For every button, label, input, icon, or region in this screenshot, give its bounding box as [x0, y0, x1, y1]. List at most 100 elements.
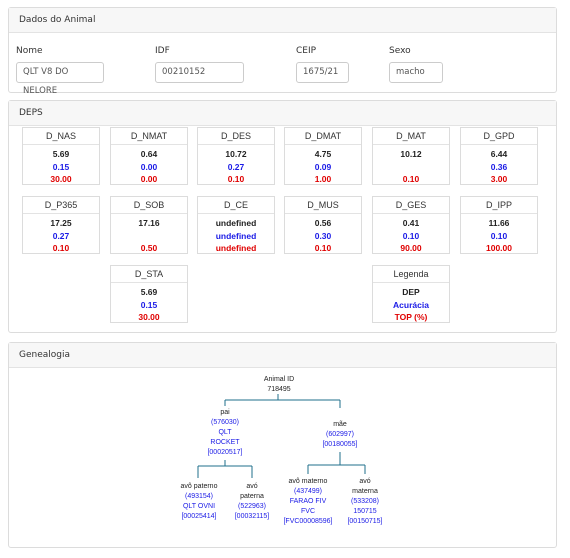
deps-header: DEPS	[9, 101, 556, 126]
legend-dep: DEP	[402, 287, 420, 297]
dep-top: 0.50	[140, 243, 158, 253]
dam-code[interactable]: [00180055]	[322, 441, 358, 448]
animal-id-value: 718495	[267, 386, 291, 393]
legend-top: TOP (%)	[394, 312, 428, 322]
paternal-granddam-label2: paterna	[240, 493, 264, 500]
maternal-grandsire-id[interactable]: (437499)	[293, 488, 323, 495]
dep-box-ce: D_CE undefined undefined undefined	[197, 196, 275, 254]
paternal-granddam-id[interactable]: (522963)	[237, 503, 267, 510]
dep-box-p365: D_P365 17.25 0.27 0.10	[22, 196, 100, 254]
dep-value: 5.69	[52, 149, 70, 159]
ceip-label: CEIP	[296, 46, 317, 56]
dep-top: 0.10	[52, 243, 70, 253]
dep-top: 0.10	[314, 243, 332, 253]
dep-value: 10.12	[400, 149, 422, 159]
dep-box-sta: D_STA 5.69 0.15 30.00	[110, 265, 188, 323]
pedigree-animal: Animal ID 718495	[240, 375, 318, 395]
dep-top: 30.00	[50, 174, 72, 184]
sexo-label: Sexo	[389, 46, 411, 56]
dep-value: 0.64	[140, 149, 158, 159]
maternal-grandsire-label: avô materno	[288, 478, 328, 485]
dep-title: D_STA	[111, 266, 187, 283]
dep-title: D_DMAT	[285, 128, 361, 145]
nome-field[interactable]: QLT V8 DO NELORE	[16, 62, 104, 96]
dep-box-gpd: D_GPD 6.44 0.36 3.00	[460, 127, 538, 185]
dep-value: 6.44	[490, 149, 508, 159]
pedigree-dam[interactable]: mãe (602997) [00180055]	[305, 420, 375, 450]
dep-accuracy: 0.27	[227, 161, 245, 172]
dep-accuracy: 0.36	[490, 161, 508, 172]
pedigree-sire[interactable]: pai (576030) QLT ROCKET [00020517]	[190, 408, 260, 458]
paternal-grandsire-name[interactable]: QLT OVNI	[182, 503, 216, 510]
dep-accuracy: 0.15	[52, 161, 70, 172]
dep-value: 4.75	[314, 149, 332, 159]
dep-title: D_CE	[198, 197, 274, 214]
dep-box-mus: D_MUS 0.56 0.30 0.10	[284, 196, 362, 254]
dep-title: D_NAS	[23, 128, 99, 145]
pedigree-maternal-grandsire[interactable]: avô materno (437499) FARAO FIV FVC [FVC0…	[270, 477, 346, 527]
sire-name-line1[interactable]: QLT	[218, 429, 232, 436]
dep-box-mat: D_MAT 10.12 0.10	[372, 127, 450, 185]
dep-top: 100.00	[486, 243, 512, 253]
pedigree-maternal-granddam[interactable]: avó materna (533208) 150715 [00150715]	[336, 477, 394, 527]
dep-title: D_MUS	[285, 197, 361, 214]
dep-accuracy: 0.09	[314, 161, 332, 172]
maternal-granddam-label1: avó	[359, 478, 371, 485]
dep-accuracy: 0.10	[402, 230, 420, 241]
dep-value: 17.25	[50, 218, 72, 228]
dep-box-nmat: D_NMAT 0.64 0.00 0.00	[110, 127, 188, 185]
legend-box: Legenda DEP Acurácia TOP (%)	[372, 265, 450, 323]
sexo-field[interactable]: macho	[389, 62, 443, 83]
dep-box-nas: D_NAS 5.69 0.15 30.00	[22, 127, 100, 185]
dep-value: 17.16	[138, 218, 160, 228]
dep-top: 0.10	[227, 174, 245, 184]
maternal-granddam-name[interactable]: 150715	[353, 508, 377, 515]
maternal-grandsire-code[interactable]: [FVC00008596]	[283, 518, 333, 525]
dep-top: undefined	[215, 243, 257, 253]
genealogy-header: Genealogia	[9, 343, 556, 368]
animal-data-header: Dados do Animal	[9, 8, 556, 33]
dep-value: 5.69	[140, 287, 158, 297]
animal-id-label: Animal ID	[263, 376, 295, 383]
paternal-grandsire-code[interactable]: [00025414]	[181, 513, 217, 520]
dep-title: D_DES	[198, 128, 274, 145]
sire-label: pai	[220, 409, 230, 416]
sire-id[interactable]: (576030)	[210, 419, 240, 426]
dep-top: 1.00	[314, 174, 332, 184]
idf-label: IDF	[155, 46, 170, 56]
dep-title: D_GPD	[461, 128, 537, 145]
dep-title: D_SOB	[111, 197, 187, 214]
dep-title: D_P365	[23, 197, 99, 214]
maternal-grandsire-name1[interactable]: FARAO FIV	[289, 498, 327, 505]
dep-top: 0.00	[140, 174, 158, 184]
dep-accuracy: undefined	[215, 230, 257, 241]
dep-box-dmat: D_DMAT 4.75 0.09 1.00	[284, 127, 362, 185]
sire-code[interactable]: [00020517]	[207, 449, 243, 456]
pedigree-paternal-granddam[interactable]: avó paterna (522963) [00032115]	[224, 482, 280, 522]
maternal-granddam-label2: materna	[352, 488, 378, 495]
legend-title: Legenda	[373, 266, 449, 283]
dep-box-ges: D_GES 0.41 0.10 90.00	[372, 196, 450, 254]
pedigree-paternal-grandsire[interactable]: avô paterno (493154) QLT OVNI [00025414]	[163, 482, 235, 522]
dep-value: 10.72	[225, 149, 247, 159]
dep-accuracy: 0.15	[140, 299, 158, 310]
dep-box-sob: D_SOB 17.16 0.50	[110, 196, 188, 254]
dep-title: D_IPP	[461, 197, 537, 214]
dep-accuracy: 0.27	[52, 230, 70, 241]
dep-top: 0.10	[402, 174, 420, 184]
dep-box-des: D_DES 10.72 0.27 0.10	[197, 127, 275, 185]
maternal-granddam-code[interactable]: [00150715]	[347, 518, 383, 525]
paternal-grandsire-label: avô paterno	[180, 483, 218, 490]
dep-value: undefined	[215, 218, 257, 228]
dep-top: 3.00	[490, 174, 508, 184]
dam-id[interactable]: (602997)	[325, 431, 355, 438]
idf-field[interactable]: 00210152	[155, 62, 244, 83]
maternal-granddam-id[interactable]: (533208)	[350, 498, 380, 505]
paternal-grandsire-id[interactable]: (493154)	[184, 493, 214, 500]
paternal-granddam-code[interactable]: [00032115]	[234, 513, 270, 520]
maternal-grandsire-name2[interactable]: FVC	[301, 508, 315, 515]
dep-accuracy: 0.10	[490, 230, 508, 241]
ceip-field[interactable]: 1675/21	[296, 62, 349, 83]
sire-name-line2[interactable]: ROCKET	[210, 439, 240, 446]
